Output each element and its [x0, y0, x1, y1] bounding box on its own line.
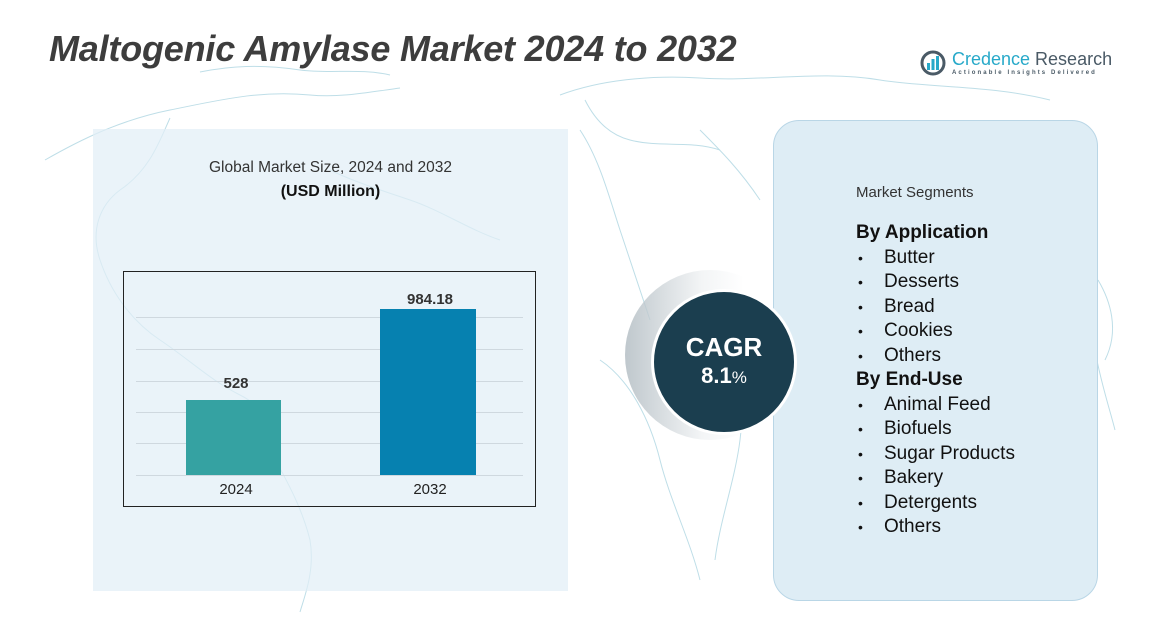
list-item: • Others: [856, 344, 1015, 369]
bar-chart-circle-icon: [920, 50, 946, 76]
bar-chart-plot-area: 528 2024 984.18 2032: [123, 271, 536, 507]
bar-2024: [186, 400, 281, 475]
segment-item-label: Desserts: [884, 271, 959, 292]
list-item: • Bakery: [856, 466, 1015, 491]
chart-subtitle: (USD Million): [280, 183, 381, 200]
gridline: [136, 349, 523, 350]
bullet-icon: •: [858, 445, 863, 462]
segment-item-label: Bakery: [884, 467, 944, 488]
logo-tagline: Actionable Insights Delivered: [952, 70, 1097, 76]
logo-name-research: Research: [1030, 49, 1113, 69]
bullet-icon: •: [858, 347, 863, 364]
segment-group-title-application: By Application: [856, 222, 989, 243]
segments-header: Market Segments: [856, 184, 974, 201]
cagr-label: CAGR: [685, 332, 763, 362]
bullet-icon: •: [858, 274, 863, 290]
gridline: [136, 381, 523, 382]
list-item: • Bread: [856, 295, 1015, 320]
list-item: • Butter: [856, 246, 1015, 271]
market-size-chart-panel: Global Market Size, 2024 and 2032 (USD M…: [93, 129, 568, 591]
segment-item-label: Cookies: [884, 320, 953, 341]
list-item: • Detergents: [856, 491, 1015, 516]
page-title: Maltogenic Amylase Market 2024 to 2032: [49, 28, 737, 69]
list-item: • Animal Feed: [856, 393, 1015, 418]
bullet-icon: •: [858, 249, 863, 266]
segment-item-label: Butter: [884, 246, 935, 268]
list-item: • Cookies: [856, 319, 1015, 344]
bullet-icon: •: [858, 470, 863, 486]
x-tick-label-2024: 2024: [219, 481, 253, 498]
segment-group-title-end-use: By End-Use: [856, 369, 963, 390]
x-tick-label-2032: 2032: [413, 481, 447, 498]
bullet-icon: •: [858, 494, 863, 511]
list-item: • Sugar Products: [856, 442, 1015, 467]
bullet-icon: •: [858, 298, 863, 315]
bullet-icon: •: [858, 323, 863, 339]
segment-item-label: Detergents: [884, 491, 977, 513]
segments-list: By Application • Butter • Desserts • Bread …: [856, 221, 1015, 540]
bar-2032: [380, 309, 476, 475]
logo-name-credence: Credence: [952, 49, 1031, 69]
cagr-percent-sign: %: [731, 368, 747, 387]
credence-research-logo: Credence Research Actionable Insights De…: [920, 50, 1112, 76]
list-item: • Biofuels: [856, 417, 1015, 442]
bullet-icon: •: [858, 421, 863, 437]
cagr-badge: CAGR 8.1%: [651, 289, 797, 435]
segment-item-label: Animal Feed: [884, 393, 991, 415]
segment-item-label: Biofuels: [884, 418, 952, 439]
segment-item-label: Others: [884, 516, 942, 537]
chart-title: Global Market Size, 2024 and 2032: [209, 159, 452, 176]
market-segments-panel: Market Segments By Application • Butter •…: [773, 120, 1098, 601]
gridline: [136, 317, 523, 318]
list-item: • Desserts: [856, 270, 1015, 295]
cagr-number: 8.1: [701, 363, 732, 388]
bullet-icon: •: [858, 519, 863, 535]
baseline-gridline: [136, 475, 523, 476]
logo-name: Credence Research: [952, 50, 1112, 68]
segment-item-label: Others: [884, 344, 942, 366]
segment-item-label: Sugar Products: [884, 442, 1015, 464]
bar-value-label-2024: 528: [223, 375, 249, 392]
gridline: [136, 443, 523, 444]
gridline: [136, 412, 523, 413]
cagr-value: 8.1%: [701, 362, 747, 392]
bullet-icon: •: [858, 396, 863, 413]
list-item: • Others: [856, 515, 1015, 540]
bar-value-label-2032: 984.18: [407, 291, 453, 308]
segment-item-label: Bread: [884, 295, 935, 317]
